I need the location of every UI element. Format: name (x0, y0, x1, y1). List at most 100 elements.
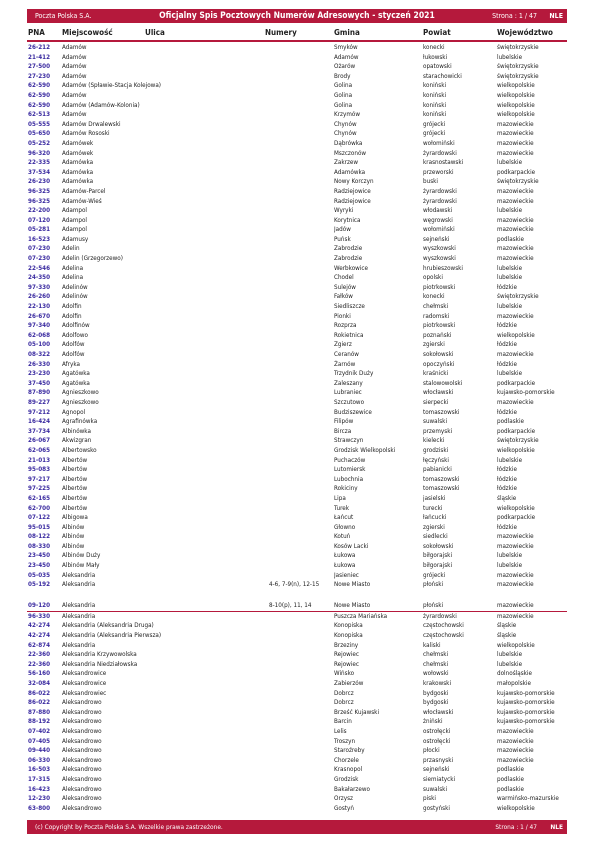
table-row: 05-281 Adampol Jadów wołomiński mazowieckie (27, 225, 567, 235)
table-row: 95-083 Albertów Lutomiersk pabianicki łódzki… (27, 465, 567, 475)
gmina-cell: Lelis (334, 727, 347, 735)
table-row: 09-440 Aleksandrowo Staroźreby płocki mazowi… (27, 746, 567, 756)
table-row: 21-013 Albertów Puchaczów łęczyński lubelski… (27, 456, 567, 466)
gmina-cell: Dąbrówka (334, 139, 363, 147)
powiat-cell: grójecki (423, 120, 446, 128)
powiat-cell: zgierski (423, 341, 445, 349)
pna-cell: 17-315 (28, 775, 51, 783)
pna-cell: 16-424 (28, 418, 51, 426)
miejscowosc-cell: Aleksandria (62, 571, 96, 579)
wojewodztwo-cell: lubelskie (497, 274, 523, 282)
wojewodztwo-cell: wielkopolskie (497, 446, 535, 454)
gmina-cell: Brzeziny (334, 641, 359, 649)
pna-cell: 87-880 (28, 708, 51, 716)
pna-cell: 37-534 (28, 168, 51, 176)
miejscowosc-cell: Adamówka (62, 178, 94, 186)
pna-cell: 26-230 (28, 178, 51, 186)
powiat-cell: ostrołęcki (423, 727, 451, 735)
table-row: 97-212 Agnopol Budziszewice tomaszowski łódz… (27, 408, 567, 418)
miejscowosc-cell: Aleksandria (62, 641, 96, 649)
table-row: 42-274 Aleksandria (Aleksandria Druga) Kon… (27, 621, 567, 631)
miejscowosc-cell: Adamów-Parcel (62, 187, 106, 195)
powiat-cell: chełmski (423, 303, 449, 311)
gmina-cell: Krzymów (334, 111, 360, 119)
data-table: 26-212 Adamów Smyków konecki świętokrzyskie 2… (27, 43, 567, 813)
table-row: 37-534 Adamówka Adamówka przeworski podkarpa… (27, 168, 567, 178)
gmina-cell: Grodzisk (334, 775, 359, 783)
table-row: 22-360 Aleksandria Krzywowolska Rejowiec ch… (27, 650, 567, 660)
gmina-cell: Trzydnik Duży (334, 370, 374, 378)
powiat-cell: chełmski (423, 651, 449, 659)
gmina-cell: Głowno (334, 523, 356, 531)
copyright-text: (c) Copyright by Poczta Polska S.A. Wsze… (35, 823, 223, 831)
table-row: 16-424 Agrafinówka Filipów suwalski podlaski… (27, 417, 567, 427)
powiat-cell: piski (423, 795, 436, 803)
gmina-cell: Golina (334, 101, 353, 109)
col-wojewodztwo: Województwo (497, 28, 553, 37)
powiat-cell: stalowowolski (423, 379, 463, 387)
gmina-cell: Puchaczów (334, 456, 366, 464)
pna-cell: 22-200 (28, 207, 51, 215)
pna-cell: 08-322 (28, 351, 51, 358)
pna-cell: 62-590 (28, 101, 51, 109)
powiat-cell: tomaszowski (423, 485, 460, 493)
wojewodztwo-cell: mazowieckie (497, 226, 534, 234)
table-row: 62-590 Adamów (Spławie-Stacja Kolejowa) Go… (27, 81, 567, 91)
miejscowosc-cell: Adampol (62, 226, 87, 234)
wojewodztwo-cell: lubelskie (497, 552, 523, 560)
gmina-cell: Kosów Lacki (334, 542, 369, 550)
gmina-cell: Korytnica (334, 216, 361, 224)
wojewodztwo-cell: wielkopolskie (497, 504, 535, 512)
miejscowosc-cell: Albigowa (62, 514, 88, 522)
powiat-cell: konecki (423, 44, 445, 51)
table-row: 86-022 Aleksandrowo Dobrcz bydgoski kujawsko… (27, 698, 567, 708)
table-row: 22-335 Adamówka Zakrzew krasnostawski lubels… (27, 158, 567, 168)
wojewodztwo-cell: kujawsko-pomorskie (497, 708, 555, 716)
gmina-cell: Staroźreby (334, 747, 365, 755)
gmina-cell: Gostyń (334, 804, 354, 812)
miejscowosc-cell: Agnieszkowo (62, 398, 99, 406)
powiat-cell: piotrkowski (423, 322, 456, 330)
table-row: 07-230 Adelin (Grzegorzewo) Zabrodzie wyszk… (27, 254, 567, 264)
pna-cell: 62-068 (28, 331, 51, 339)
miejscowosc-cell: Adamów-Wieś (62, 197, 102, 205)
table-row: 05-252 Adamówek Dąbrówka wołomiński mazowiec… (27, 139, 567, 149)
powiat-cell: bydgoski (423, 699, 449, 707)
powiat-cell: piotrkowski (423, 283, 456, 291)
table-row: 62-874 Aleksandria Brzeziny kaliski wielkopo… (27, 641, 567, 651)
gmina-cell: Radziejowice (334, 197, 371, 205)
table-row: 08-330 Albinów Kosów Lacki sokołowski mazowi… (27, 542, 567, 552)
powiat-cell: przemyski (423, 427, 453, 435)
pna-cell: 07-405 (28, 737, 51, 745)
wojewodztwo-cell: wielkopolskie (497, 111, 535, 119)
pna-cell: 07-122 (28, 514, 51, 522)
col-powiat: Powiat (423, 28, 451, 37)
wojewodztwo-cell: łódzkie (497, 408, 517, 416)
table-row: 87-890 Agnieszkowo Lubraniec włocławski kuja… (27, 388, 567, 398)
table-row: 05-035 Aleksandria Jasieniec grójecki mazowi… (27, 571, 567, 581)
miejscowosc-cell: Adamusy (62, 235, 89, 243)
gmina-cell: Ceranów (334, 351, 359, 358)
gmina-cell: Barcin (334, 718, 352, 726)
wojewodztwo-cell: świętokrzyskie (497, 437, 539, 445)
miejscowosc-cell: Adolfinów (62, 322, 90, 330)
powiat-cell: opatowski (423, 63, 452, 71)
gmina-cell: Nowe Miasto (334, 602, 371, 610)
table-row: 42-274 Aleksandria (Aleksandria Pierwsza)… (27, 631, 567, 641)
wojewodztwo-cell: lubelskie (497, 303, 523, 311)
pna-cell: 42-274 (28, 622, 51, 630)
miejscowosc-cell: Aleksandrowo (62, 766, 102, 774)
wojewodztwo-cell: mazowieckie (497, 312, 534, 320)
table-row: 87-880 Aleksandrowo Brześć Kujawski włocław… (27, 708, 567, 718)
miejscowosc-cell: Adamów (62, 44, 87, 51)
pna-cell: 86-022 (28, 699, 51, 707)
gmina-cell: Rokietnica (334, 331, 364, 339)
miejscowosc-cell: Agnieszkowo (62, 389, 99, 397)
gmina-cell: Radziejowice (334, 187, 371, 195)
pna-cell: 96-320 (28, 149, 51, 157)
wojewodztwo-cell: łódzkie (497, 466, 517, 474)
table-row: 95-015 Albinów Głowno zgierski łódzkie (27, 523, 567, 533)
gmina-cell: Golina (334, 91, 353, 99)
wojewodztwo-cell: podlaskie (497, 785, 524, 793)
pna-cell: 62-065 (28, 446, 51, 454)
